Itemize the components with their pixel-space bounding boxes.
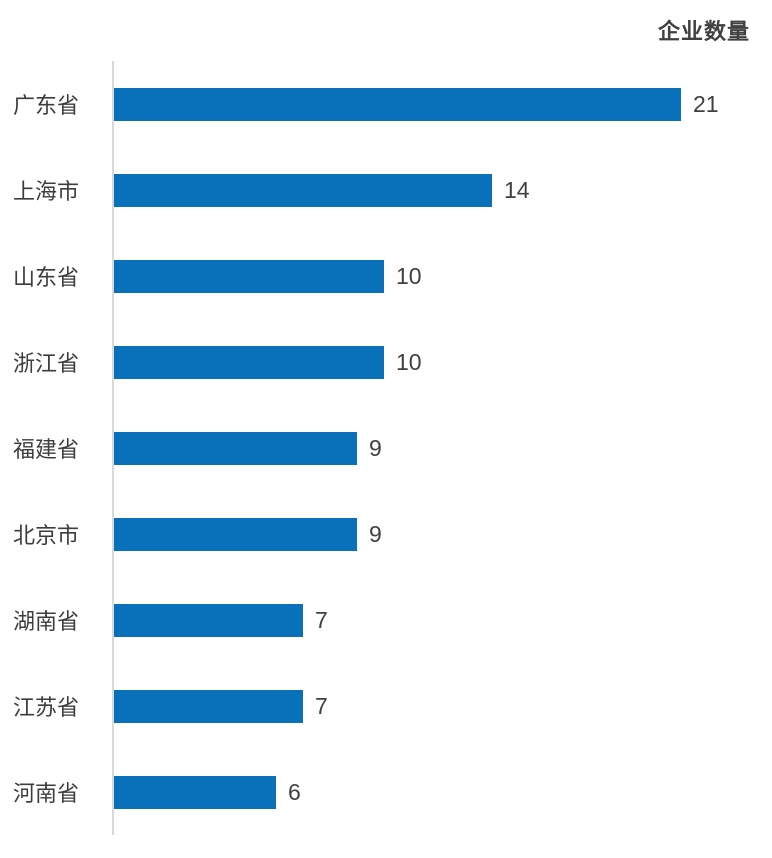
- bar: [114, 431, 357, 465]
- bar-area: 7: [114, 577, 772, 663]
- category-label: 湖南省: [13, 609, 80, 634]
- bar-area: 10: [114, 233, 772, 319]
- plot-area: 广东省 21 上海市 14 山东省 10 浙江省 10 福建省 9 北京市 9 湖南省 7 江苏省 7 河南省 6: [0, 61, 772, 835]
- bar: [114, 689, 303, 723]
- bar: [114, 345, 384, 379]
- value-label: 9: [369, 520, 382, 547]
- bar-area: 9: [114, 491, 772, 577]
- category-label: 山东省: [13, 265, 80, 290]
- category-label: 福建省: [13, 437, 80, 462]
- value-label: 7: [315, 606, 328, 633]
- chart-row: 山东省 10: [0, 233, 772, 319]
- chart-row: 江苏省 7: [0, 663, 772, 749]
- bar-area: 14: [114, 147, 772, 233]
- value-label: 7: [315, 692, 328, 719]
- bar-area: 21: [114, 61, 772, 147]
- bar-area: 10: [114, 319, 772, 405]
- bar: [114, 259, 384, 293]
- chart-row: 上海市 14: [0, 147, 772, 233]
- chart-row: 湖南省 7: [0, 577, 772, 663]
- category-label: 江苏省: [13, 695, 80, 720]
- category-label: 上海市: [13, 179, 80, 204]
- bar: [114, 87, 681, 121]
- value-label: 6: [288, 778, 301, 805]
- chart-row: 浙江省 10: [0, 319, 772, 405]
- category-label: 浙江省: [13, 351, 80, 376]
- y-axis-line: [112, 61, 114, 835]
- bar-area: 9: [114, 405, 772, 491]
- value-label: 14: [504, 176, 530, 203]
- bar-area: 6: [114, 749, 772, 835]
- chart-row: 北京市 9: [0, 491, 772, 577]
- value-label: 9: [369, 434, 382, 461]
- value-label: 21: [693, 90, 719, 117]
- value-label: 10: [396, 348, 422, 375]
- value-label: 10: [396, 262, 422, 289]
- bar: [114, 775, 276, 809]
- category-label: 北京市: [13, 523, 80, 548]
- bar-area: 7: [114, 663, 772, 749]
- bar-rows: 广东省 21 上海市 14 山东省 10 浙江省 10 福建省 9 北京市 9 湖南省 7 江苏省 7 河南省 6: [0, 61, 772, 835]
- chart-title: 企业数量: [657, 19, 750, 44]
- chart-row: 广东省 21: [0, 61, 772, 147]
- chart-row: 河南省 6: [0, 749, 772, 835]
- bar: [114, 603, 303, 637]
- category-label: 广东省: [13, 93, 80, 118]
- category-label: 河南省: [13, 781, 80, 806]
- chart-row: 福建省 9: [0, 405, 772, 491]
- bar: [114, 517, 357, 551]
- bar: [114, 173, 492, 207]
